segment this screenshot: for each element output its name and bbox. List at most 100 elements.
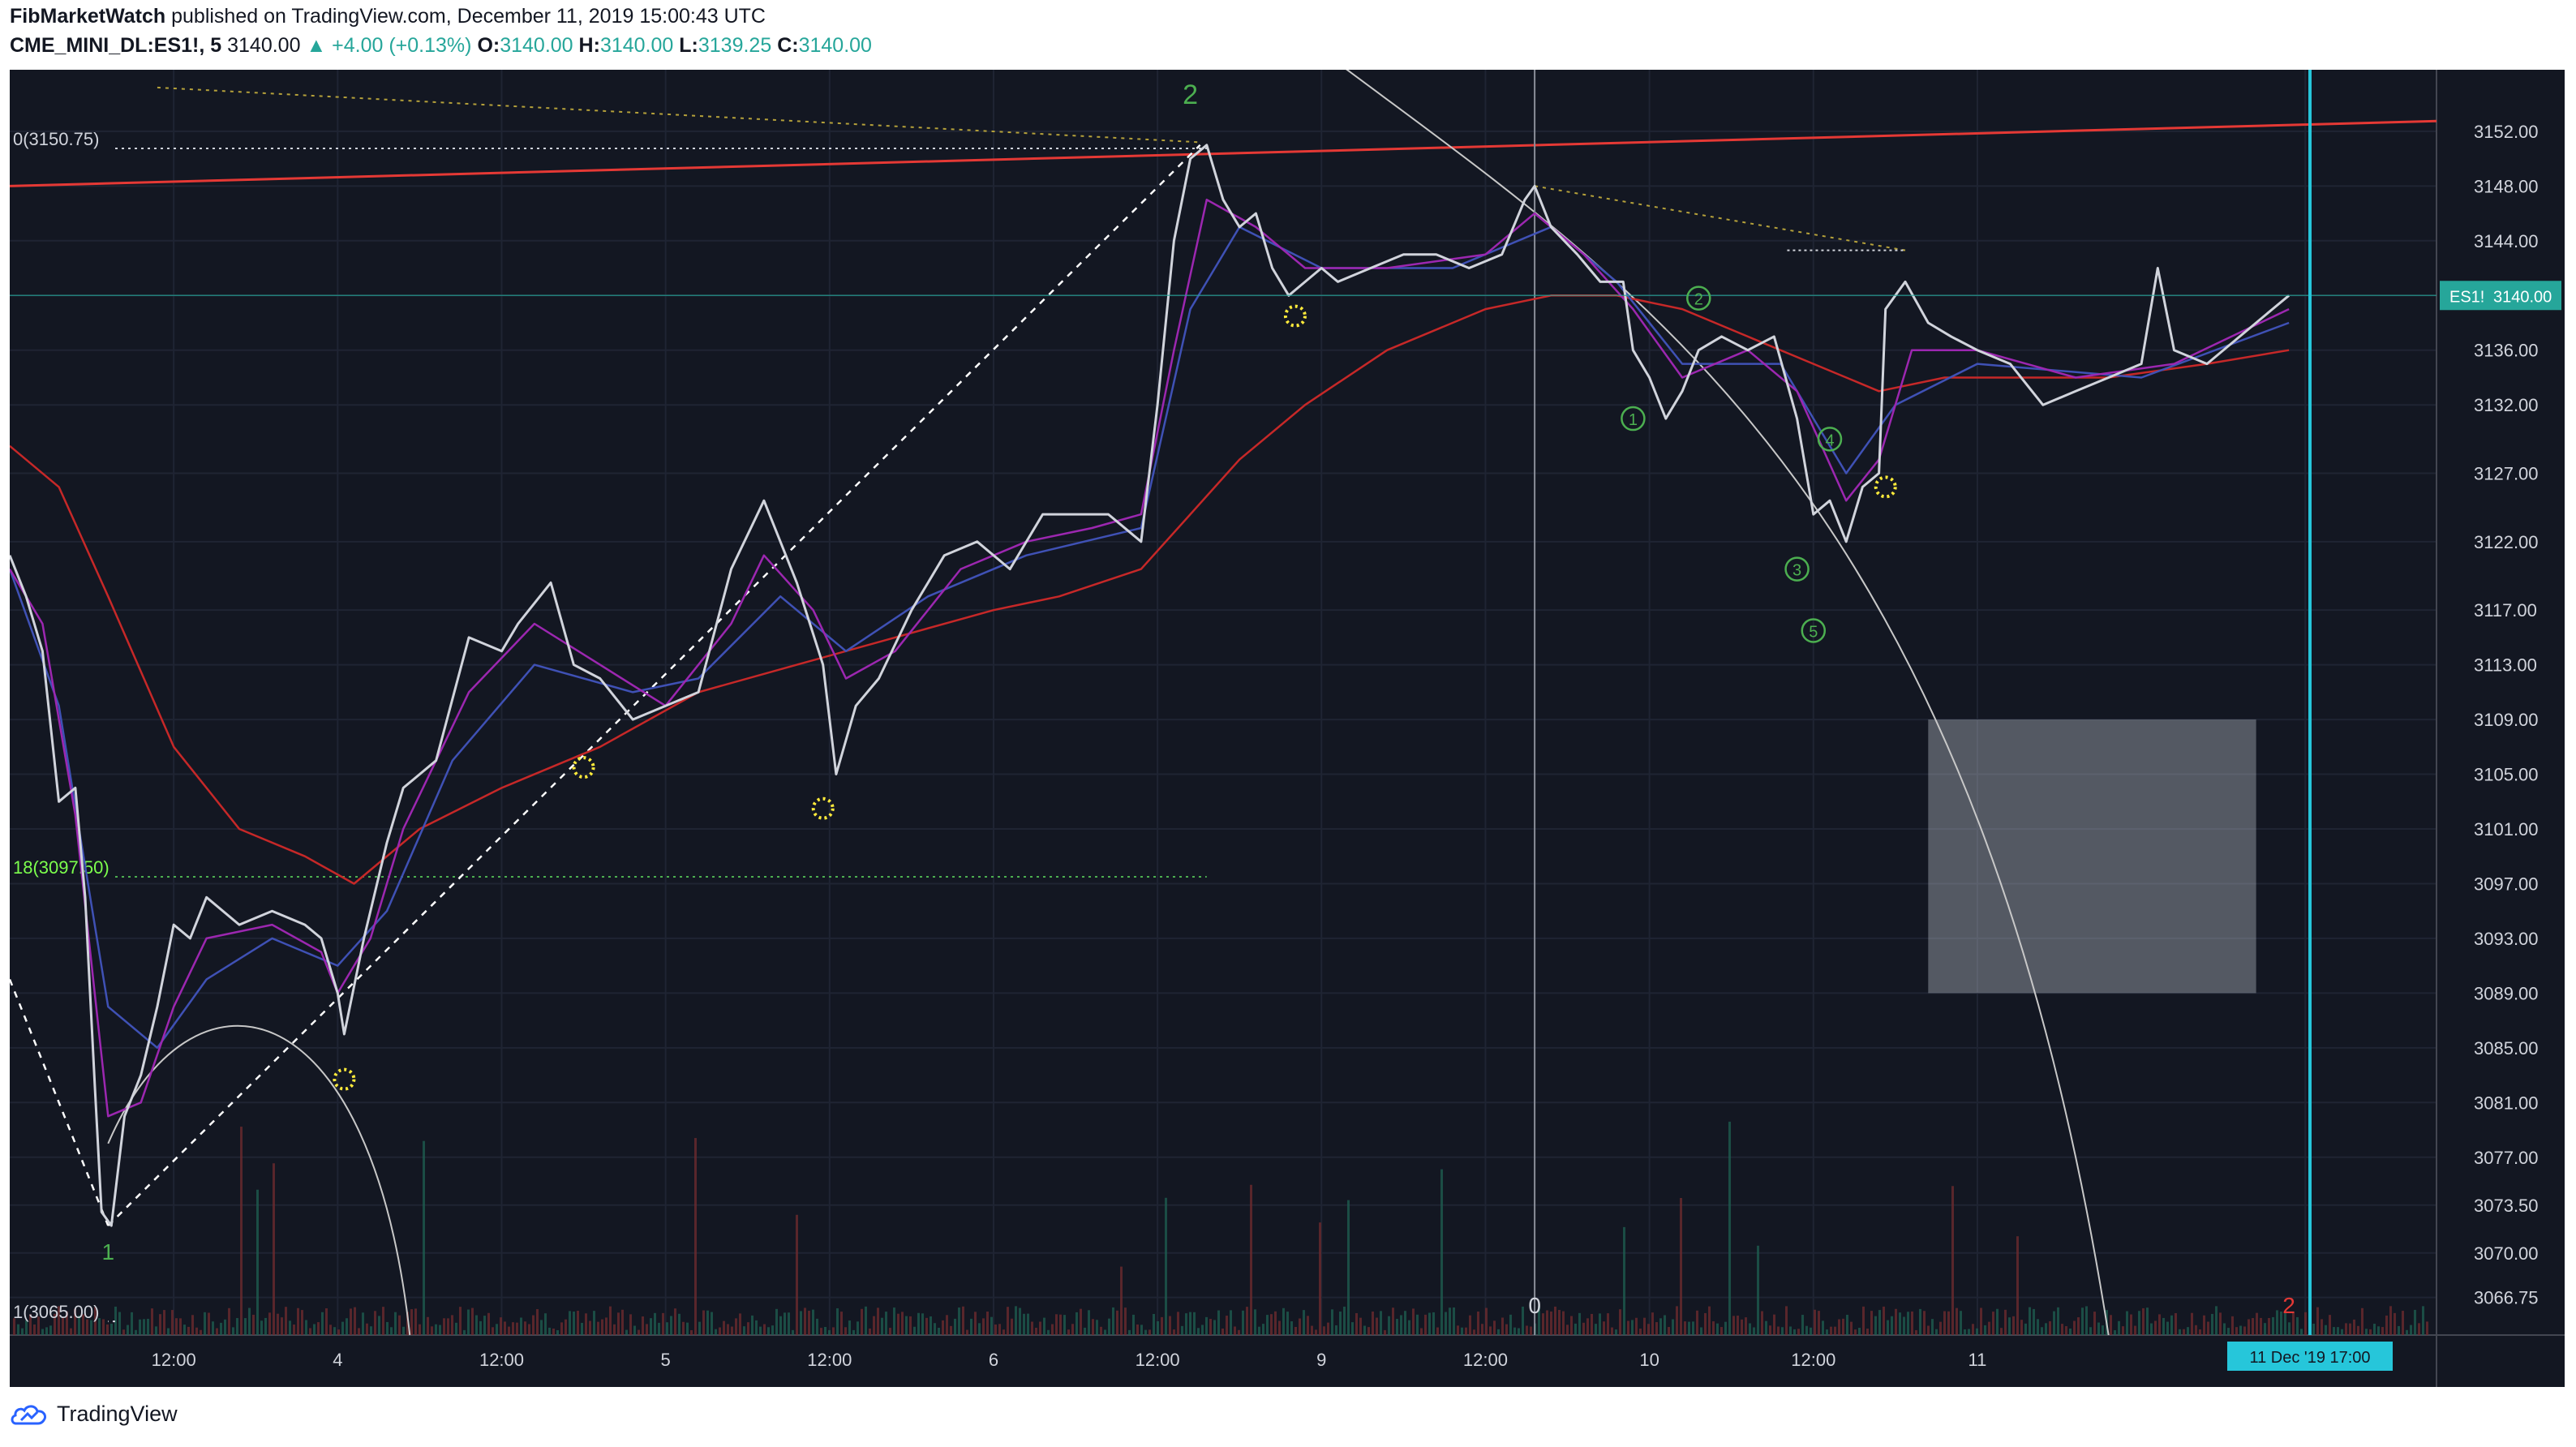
volume-bar [816, 1318, 818, 1335]
volume-bar [1505, 1324, 1508, 1335]
volume-bar [220, 1322, 222, 1335]
volume-bar [2089, 1327, 2092, 1335]
volume-bar [727, 1324, 729, 1335]
volume-bar [2102, 1325, 2104, 1335]
volume-bar [569, 1311, 571, 1335]
volume-bar [1015, 1306, 1017, 1335]
volume-bar [1599, 1313, 1601, 1335]
volume-bar [970, 1318, 972, 1335]
volume-bar [1737, 1316, 1739, 1335]
volume-bar [1027, 1313, 1029, 1335]
volume-bar [577, 1311, 579, 1335]
volume-bar [1266, 1315, 1269, 1335]
circled-wave-label: 5 [1809, 623, 1818, 641]
volume-bar [638, 1329, 640, 1335]
volume-bar [1132, 1314, 1135, 1335]
tradingview-logo[interactable]: TradingView [10, 1402, 178, 1427]
volume-bar [1911, 1311, 1913, 1335]
volume-bar [1891, 1316, 1893, 1335]
volume-bar [102, 1319, 105, 1335]
volume-bar [2085, 1306, 2088, 1335]
volume-bar [439, 1325, 441, 1335]
volume-bar [1887, 1320, 1889, 1335]
volume-bar [1761, 1311, 1763, 1335]
volume-bar [118, 1312, 121, 1335]
volume-bar [1741, 1319, 1743, 1335]
volume-bar [1351, 1322, 1354, 1335]
volume-bar [747, 1322, 749, 1335]
volume-bar [1810, 1327, 1812, 1335]
volume-bar [496, 1324, 498, 1335]
volume-bar [2329, 1315, 2331, 1335]
volume-bar [1805, 1325, 1808, 1335]
volume-bar [544, 1313, 547, 1335]
volume-bar [1939, 1321, 1942, 1335]
volume-bar [702, 1310, 705, 1335]
volume-bar [2093, 1312, 2096, 1335]
volume-bar [1509, 1314, 1512, 1335]
price-chart[interactable]: 0(3150.75) 18(3097.50) 1(3065.00) 1 2 0 2 1 2 3 4 5… [10, 70, 2565, 1387]
volume-bar [601, 1319, 603, 1335]
volume-bar [2154, 1320, 2157, 1335]
volume-bar [2191, 1312, 2193, 1335]
volume-bar [2272, 1316, 2274, 1335]
time-tick-label: 9 [1316, 1350, 1326, 1370]
volume-bar [1639, 1329, 1642, 1335]
price-line [10, 144, 2290, 1227]
volume-bar [1002, 1329, 1005, 1335]
volume-bar [1883, 1306, 1885, 1335]
volume-bar [293, 1325, 295, 1335]
volume-bar [1327, 1322, 1329, 1335]
volume-bar [516, 1322, 518, 1335]
fib-connector-line [157, 86, 1200, 144]
circled-wave-label: 2 [1694, 291, 1703, 309]
tradingview-cloud-icon [11, 1404, 47, 1424]
volume-bar [1177, 1312, 1179, 1335]
volume-bar [2410, 1325, 2412, 1335]
volume-bar [1396, 1318, 1398, 1335]
volume-bar [621, 1309, 624, 1335]
volume-bar [990, 1316, 993, 1335]
volume-bar [1720, 1327, 1723, 1335]
volume-bar [1311, 1325, 1313, 1335]
volume-bar [252, 1314, 255, 1335]
price-change: ▲ +4.00 (+0.13%) [306, 34, 472, 57]
volume-bar [2365, 1329, 2368, 1335]
volume-bar [2061, 1324, 2063, 1335]
volume-bar [2333, 1327, 2335, 1335]
volume-bar [2134, 1325, 2136, 1335]
volume-bar [1088, 1310, 1090, 1335]
volume-bar [1303, 1310, 1305, 1335]
volume-bar [455, 1322, 457, 1335]
volume-bar [2069, 1328, 2072, 1335]
volume-bar [191, 1315, 194, 1335]
volume-bar [21, 1328, 24, 1335]
close-label: C: [777, 34, 799, 57]
volume-bar [2130, 1314, 2132, 1335]
brand-name: TradingView [57, 1402, 178, 1426]
volume-bar [2065, 1326, 2067, 1335]
publisher-name[interactable]: FibMarketWatch [10, 5, 166, 28]
volume-bar [2349, 1323, 2351, 1335]
volume-bar [1578, 1312, 1581, 1335]
volume-bar [179, 1318, 182, 1335]
volume-bar [2219, 1312, 2222, 1335]
volume-bar [2199, 1329, 2201, 1335]
volume-bar [946, 1315, 948, 1335]
volume-bar [459, 1307, 462, 1335]
volume-bar [2097, 1322, 2100, 1335]
volume-bar [1140, 1325, 1143, 1335]
volume-bar [224, 1319, 226, 1335]
volume-bar [731, 1326, 733, 1335]
symbol-name[interactable]: CME_MINI_DL:ES1!, 5 [10, 34, 222, 57]
volume-bar [2008, 1317, 2011, 1335]
chart-area[interactable]: 0(3150.75) 18(3097.50) 1(3065.00) 1 2 0 2 1 2 3 4 5… [10, 70, 2565, 1387]
volume-bar [1449, 1307, 1451, 1335]
volume-bar [1907, 1312, 1909, 1335]
volume-bar [175, 1318, 178, 1335]
volume-bar [1274, 1311, 1277, 1335]
volume-bar [573, 1312, 575, 1335]
volume-bar [654, 1312, 656, 1335]
volume-bar [1412, 1308, 1415, 1335]
volume-bar [29, 1314, 32, 1335]
